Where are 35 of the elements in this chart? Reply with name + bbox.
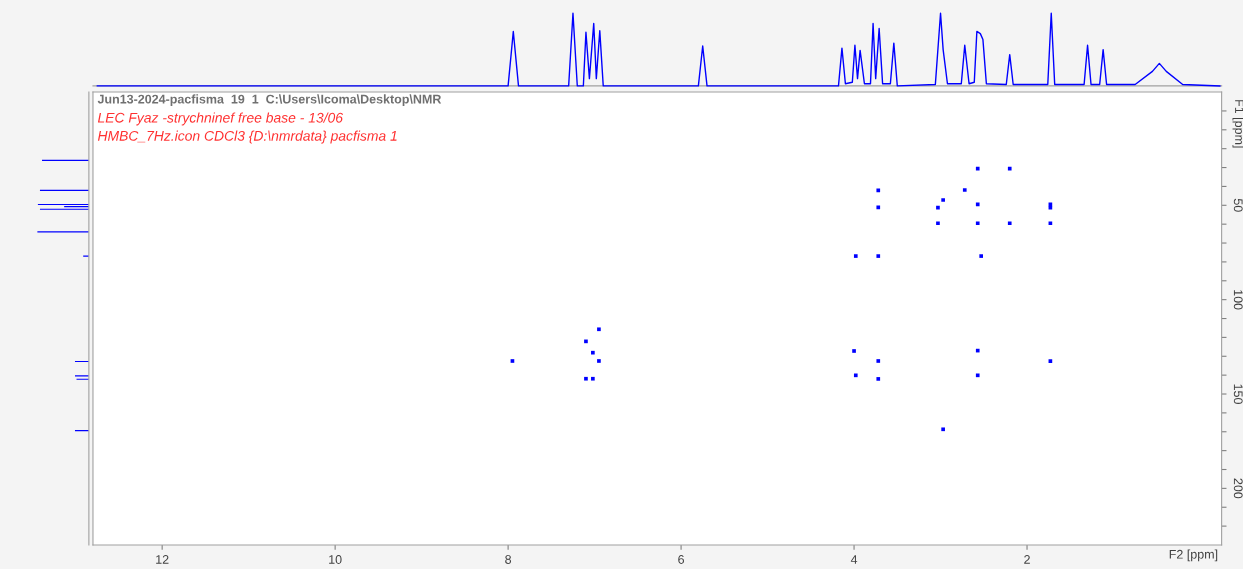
chart-title: Jun13-2024-pacfisma 19 1 C:\Users\Icoma\Desktop\NMR (97, 94, 442, 106)
point (597, 359, 601, 363)
point (975, 373, 980, 378)
x-tick-label: 12 (156, 555, 169, 564)
point (962, 188, 967, 192)
point (975, 166, 980, 171)
point (591, 376, 595, 381)
point (1007, 166, 1012, 171)
point (591, 350, 595, 355)
point (975, 221, 980, 226)
y-tick-label: 50 (1233, 198, 1243, 212)
annotation: HMBC_7Hz.icon CDCl3 {D:\nmrdata} pacfisma 1 (97, 130, 397, 144)
point (1007, 221, 1012, 226)
x-tick-label: 8 (505, 555, 512, 564)
point (853, 254, 858, 258)
y-tick-label: 150 (1233, 384, 1243, 404)
point (584, 376, 588, 381)
point (979, 254, 984, 258)
x-tick-label: 10 (329, 555, 342, 564)
y-tick-label: 100 (1233, 290, 1243, 310)
point (876, 254, 881, 258)
point (597, 327, 601, 332)
point (936, 221, 940, 226)
point (852, 349, 856, 353)
x-tick-label: 4 (850, 555, 858, 564)
point (876, 377, 881, 381)
x-axis-title: F2 [ppm] (1169, 549, 1218, 562)
x-tick-label: 2 (1024, 555, 1030, 564)
point (941, 198, 945, 202)
point (876, 359, 881, 363)
point (853, 373, 858, 378)
y-tick-label: 200 (1233, 478, 1243, 499)
point (941, 427, 945, 432)
annotation: LEC Fyaz -strychninef free base - 13/06 (97, 112, 343, 126)
x-tick-label: 6 (678, 555, 685, 564)
